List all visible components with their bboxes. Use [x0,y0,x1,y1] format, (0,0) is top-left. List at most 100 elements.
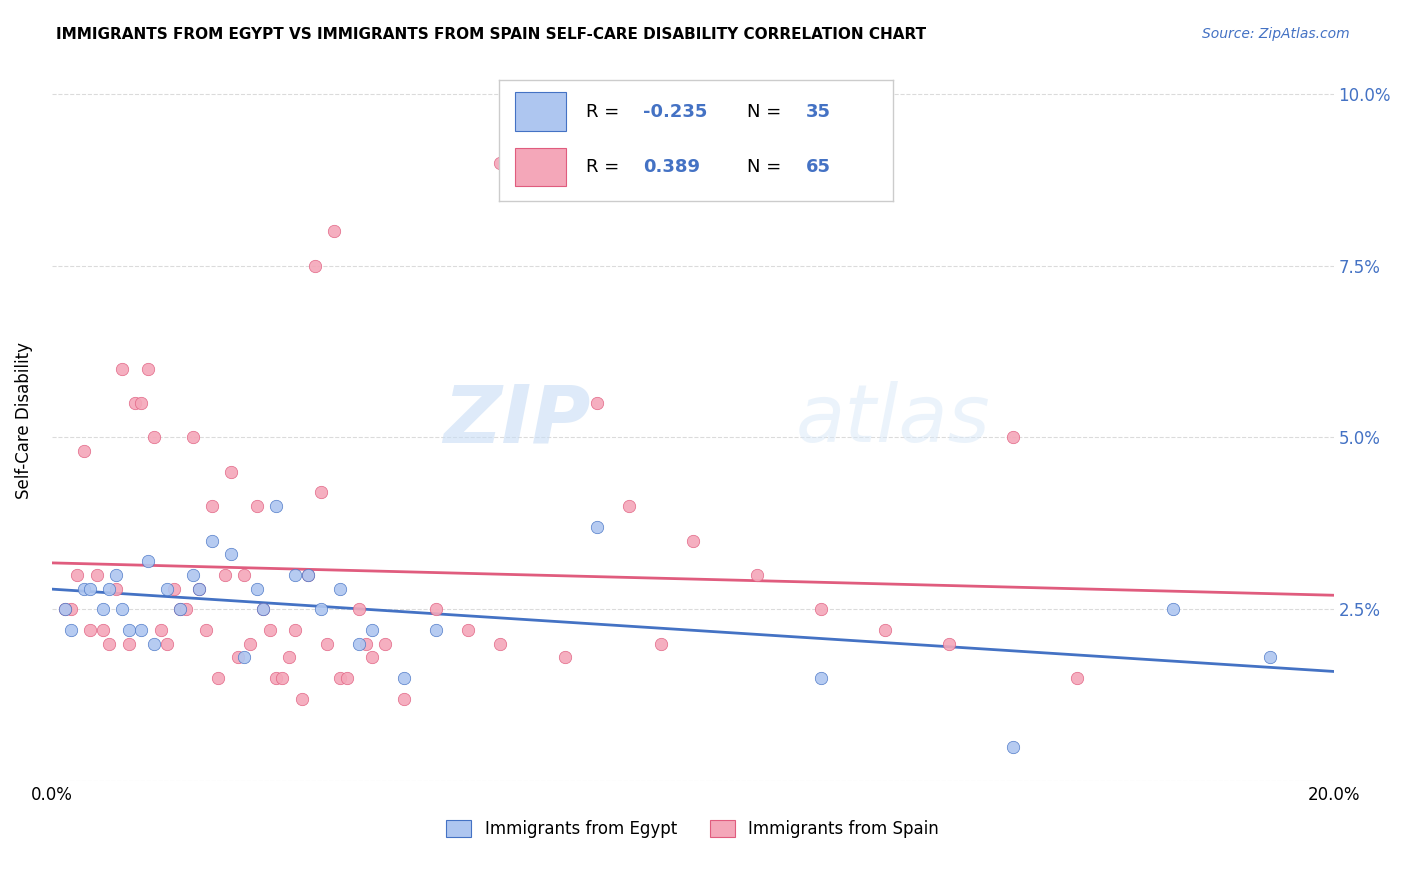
Point [1163,602,1185,616]
Point [233,567,256,582]
Point [219,465,242,479]
Point [810,602,832,616]
Text: R =: R = [586,158,630,176]
Point [1002,430,1025,444]
Point [111,361,134,376]
Bar [515,148,567,186]
Point [104,582,127,596]
Point [91,602,114,616]
Point [349,602,371,616]
Point [131,623,153,637]
Point [316,636,339,650]
Point [361,650,384,665]
Text: atlas: atlas [796,381,990,459]
Point [309,485,332,500]
Point [284,567,307,582]
Point [233,650,256,665]
Point [98,582,121,596]
Point [53,602,76,616]
Point [246,582,269,596]
Point [143,636,166,650]
Point [239,636,262,650]
Point [264,499,287,513]
Point [162,582,184,596]
Point [73,582,96,596]
Point [425,623,447,637]
Point [1258,650,1281,665]
Point [810,671,832,685]
Point [91,623,114,637]
Point [425,602,447,616]
Point [309,602,332,616]
Point [585,396,607,410]
Point [252,602,274,616]
Text: -0.235: -0.235 [643,103,707,120]
Point [104,567,127,582]
Point [489,155,512,169]
Point [553,650,575,665]
Point [277,650,299,665]
Point [79,623,101,637]
Point [118,636,141,650]
Point [745,567,768,582]
Point [304,259,326,273]
Point [59,623,82,637]
Point [194,623,217,637]
Point [136,361,159,376]
Point [259,623,281,637]
Point [354,636,377,650]
Text: ZIP: ZIP [443,381,591,459]
Point [938,636,960,650]
Point [73,444,96,458]
Point [59,602,82,616]
Point [149,623,172,637]
Point [650,636,672,650]
Point [394,671,416,685]
Point [143,430,166,444]
Point [226,650,249,665]
Text: N =: N = [747,103,787,120]
Point [98,636,121,650]
Point [169,602,191,616]
Point [188,582,211,596]
Text: IMMIGRANTS FROM EGYPT VS IMMIGRANTS FROM SPAIN SELF-CARE DISABILITY CORRELATION : IMMIGRANTS FROM EGYPT VS IMMIGRANTS FROM… [56,27,927,42]
Point [118,623,141,637]
Point [181,567,204,582]
Point [873,623,896,637]
Point [322,224,344,238]
Point [1066,671,1088,685]
Point [246,499,269,513]
Point [79,582,101,596]
Bar [515,93,567,131]
Point [264,671,287,685]
Point [156,582,179,596]
Point [291,691,314,706]
Legend: Immigrants from Egypt, Immigrants from Spain: Immigrants from Egypt, Immigrants from S… [440,814,946,845]
Text: 65: 65 [806,158,831,176]
Point [214,567,236,582]
Point [252,602,274,616]
Point [66,567,89,582]
Point [617,499,640,513]
Point [111,602,134,616]
Point [297,567,319,582]
Point [207,671,229,685]
Point [201,499,224,513]
Point [176,602,198,616]
Point [329,671,352,685]
Y-axis label: Self-Care Disability: Self-Care Disability [15,342,32,499]
Text: 0.389: 0.389 [643,158,700,176]
Point [188,582,211,596]
Text: N =: N = [747,158,787,176]
Text: R =: R = [586,103,624,120]
Point [336,671,359,685]
Point [53,602,76,616]
Point [682,533,704,548]
Point [349,636,371,650]
Point [297,567,319,582]
Text: 35: 35 [806,103,831,120]
Point [394,691,416,706]
Point [284,623,307,637]
Point [156,636,179,650]
Point [329,582,352,596]
